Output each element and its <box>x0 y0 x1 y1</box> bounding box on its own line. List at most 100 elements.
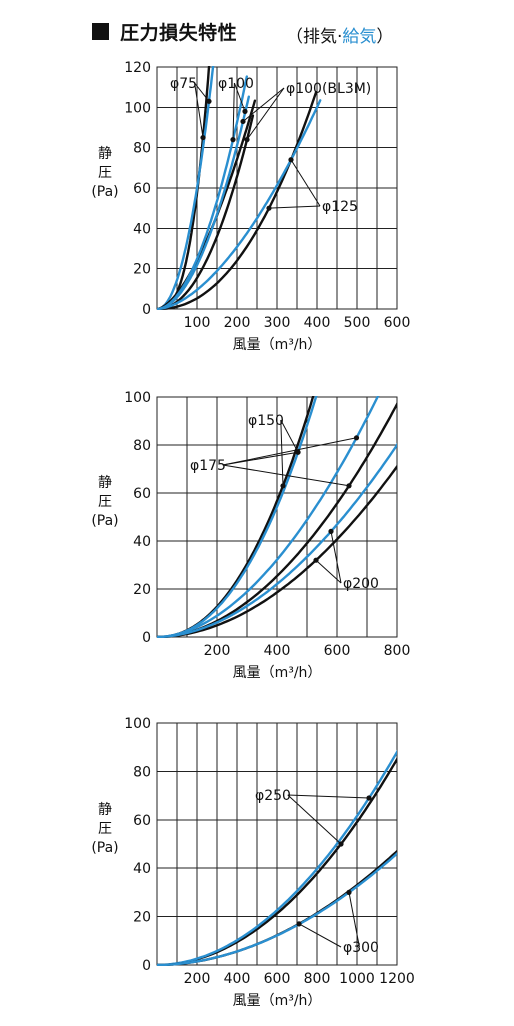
y-axis-label-part: (Pa) <box>91 840 118 856</box>
y-axis-label-part: 静 <box>98 475 112 491</box>
y-axis-label-part: 静 <box>98 146 112 162</box>
y-tick-label: 20 <box>133 582 151 598</box>
annotation-point <box>206 98 212 104</box>
pressure-loss-chart-2: 0 20 40 60 80 100 200 400 600 800 風量（m³/h） 静圧 (Pa) φ1… <box>91 390 410 681</box>
annotation-point <box>366 795 372 801</box>
x-tick-label: 1200 <box>379 971 415 987</box>
y-tick-label: 100 <box>124 100 151 116</box>
annotation-point <box>266 205 272 211</box>
y-axis-label-part: 圧 <box>98 165 112 181</box>
series-line-175-exhaust <box>157 401 397 638</box>
y-axis-label-part: (Pa) <box>91 184 118 200</box>
x-tick-label: 400 <box>304 315 331 331</box>
x-tick-label: 200 <box>184 971 211 987</box>
annotation-point <box>346 889 352 895</box>
annotation: φ250 <box>255 788 372 847</box>
y-tick-label: 20 <box>133 910 151 926</box>
y-tick-label: 0 <box>142 630 151 646</box>
y-tick-label: 100 <box>124 716 151 732</box>
series-line-200-supply <box>157 442 397 638</box>
y-tick-label: 0 <box>142 302 151 318</box>
annotation-point <box>353 435 360 441</box>
y-tick-label: 80 <box>133 141 151 157</box>
y-tick-label: 60 <box>133 813 151 829</box>
pressure-loss-chart-1: 0 20 40 60 80 100 120 100 200 300 400 500 600 風量（m³/h… <box>91 60 411 353</box>
x-tick-label: 600 <box>264 971 291 987</box>
annotation-point <box>280 483 286 489</box>
annotation-label: φ250 <box>255 788 291 804</box>
annotation-leader <box>330 531 342 584</box>
annotation-label: φ75 <box>170 76 197 92</box>
annotation: φ125 <box>266 157 358 215</box>
plot-frame <box>156 396 398 638</box>
y-axis-label: 静圧 (Pa) <box>91 146 118 200</box>
annotation: φ200 <box>313 528 379 592</box>
x-tick-label: 800 <box>304 971 331 987</box>
y-tick-label: 40 <box>133 221 151 237</box>
series-line-250-supply <box>157 749 397 966</box>
annotation-point <box>296 921 302 927</box>
annotation-leader <box>268 205 321 209</box>
y-tick-label: 20 <box>133 262 151 278</box>
annotation-label: φ100 <box>218 76 254 92</box>
annotation-leader <box>194 82 204 138</box>
annotation-point <box>240 118 246 125</box>
y-tick-label: 60 <box>133 486 151 502</box>
x-tick-label: 300 <box>264 315 291 331</box>
annotation: φ175 <box>190 435 360 489</box>
annotation-leader <box>290 159 321 207</box>
annotation-label: φ300 <box>343 940 379 956</box>
annotation: φ100 <box>218 76 254 143</box>
x-tick-label: 200 <box>224 315 251 331</box>
subtitle-separator: · <box>337 27 343 47</box>
page-title-row: 圧力損失特性 <box>92 18 237 52</box>
plot-frame <box>156 66 398 310</box>
annotation-leader <box>222 437 357 466</box>
x-tick-label: 200 <box>204 643 231 659</box>
annotation-leader <box>287 794 342 845</box>
annotation-point <box>328 528 334 534</box>
plot-area: 0 20 40 60 80 100 200 400 600 800 風量（m³/h） 静圧 (Pa) <box>91 390 410 681</box>
series-line-75-supply <box>157 66 215 310</box>
x-tick-label: 600 <box>384 315 411 331</box>
x-axis-label: 風量（m³/h） <box>233 665 322 681</box>
curves <box>157 66 322 310</box>
series-line-100BL3M-exhaust <box>157 114 255 310</box>
legend-exhaust-label: 排気 <box>303 27 337 47</box>
annotation-leader <box>315 559 342 584</box>
annotation-point <box>346 483 352 489</box>
x-tick-label: 600 <box>324 643 351 659</box>
annotation-leader <box>242 87 285 122</box>
annotation: φ300 <box>296 889 379 956</box>
curves <box>157 396 397 638</box>
annotation-point <box>313 557 319 563</box>
pressure-loss-chart-3: 0 20 40 60 80 100 200 400 600 800 1000 1200 風量（m³/h）… <box>91 716 414 1009</box>
y-tick-label: 80 <box>133 764 151 780</box>
annotation-point <box>242 108 248 114</box>
annotation-label: φ100(BL3M) <box>286 81 371 97</box>
x-tick-label: 100 <box>184 315 211 331</box>
page-title: 圧力損失特性 <box>120 22 238 44</box>
annotation-leader <box>233 82 246 112</box>
series-line-175-supply <box>157 396 380 638</box>
annotation-leader <box>348 892 360 948</box>
annotation: φ100(BL3M) <box>240 81 371 143</box>
annotation-point <box>288 157 294 163</box>
series-line-100BL3M-supply <box>157 95 250 310</box>
subtitle-close-paren: ） <box>376 27 394 47</box>
y-tick-label: 80 <box>133 438 151 454</box>
curves <box>157 749 397 966</box>
y-tick-label: 0 <box>142 958 151 974</box>
series-line-300-supply <box>157 852 397 966</box>
y-axis-label: 静圧 (Pa) <box>91 802 118 856</box>
annotation-leader <box>194 82 210 102</box>
series-line-125-supply <box>157 99 322 310</box>
x-tick-label: 500 <box>344 315 371 331</box>
legend-subtitle: （排気·給気） <box>286 22 393 47</box>
annotation-point <box>244 137 250 143</box>
annotation-leader <box>298 923 342 948</box>
plot-area: 0 20 40 60 80 100 200 400 600 800 1000 1200 風量（m³/h）… <box>91 716 414 1009</box>
annotation-leader <box>246 87 285 140</box>
y-axis-label-part: 静 <box>98 802 112 818</box>
y-tick-label: 100 <box>124 390 151 406</box>
